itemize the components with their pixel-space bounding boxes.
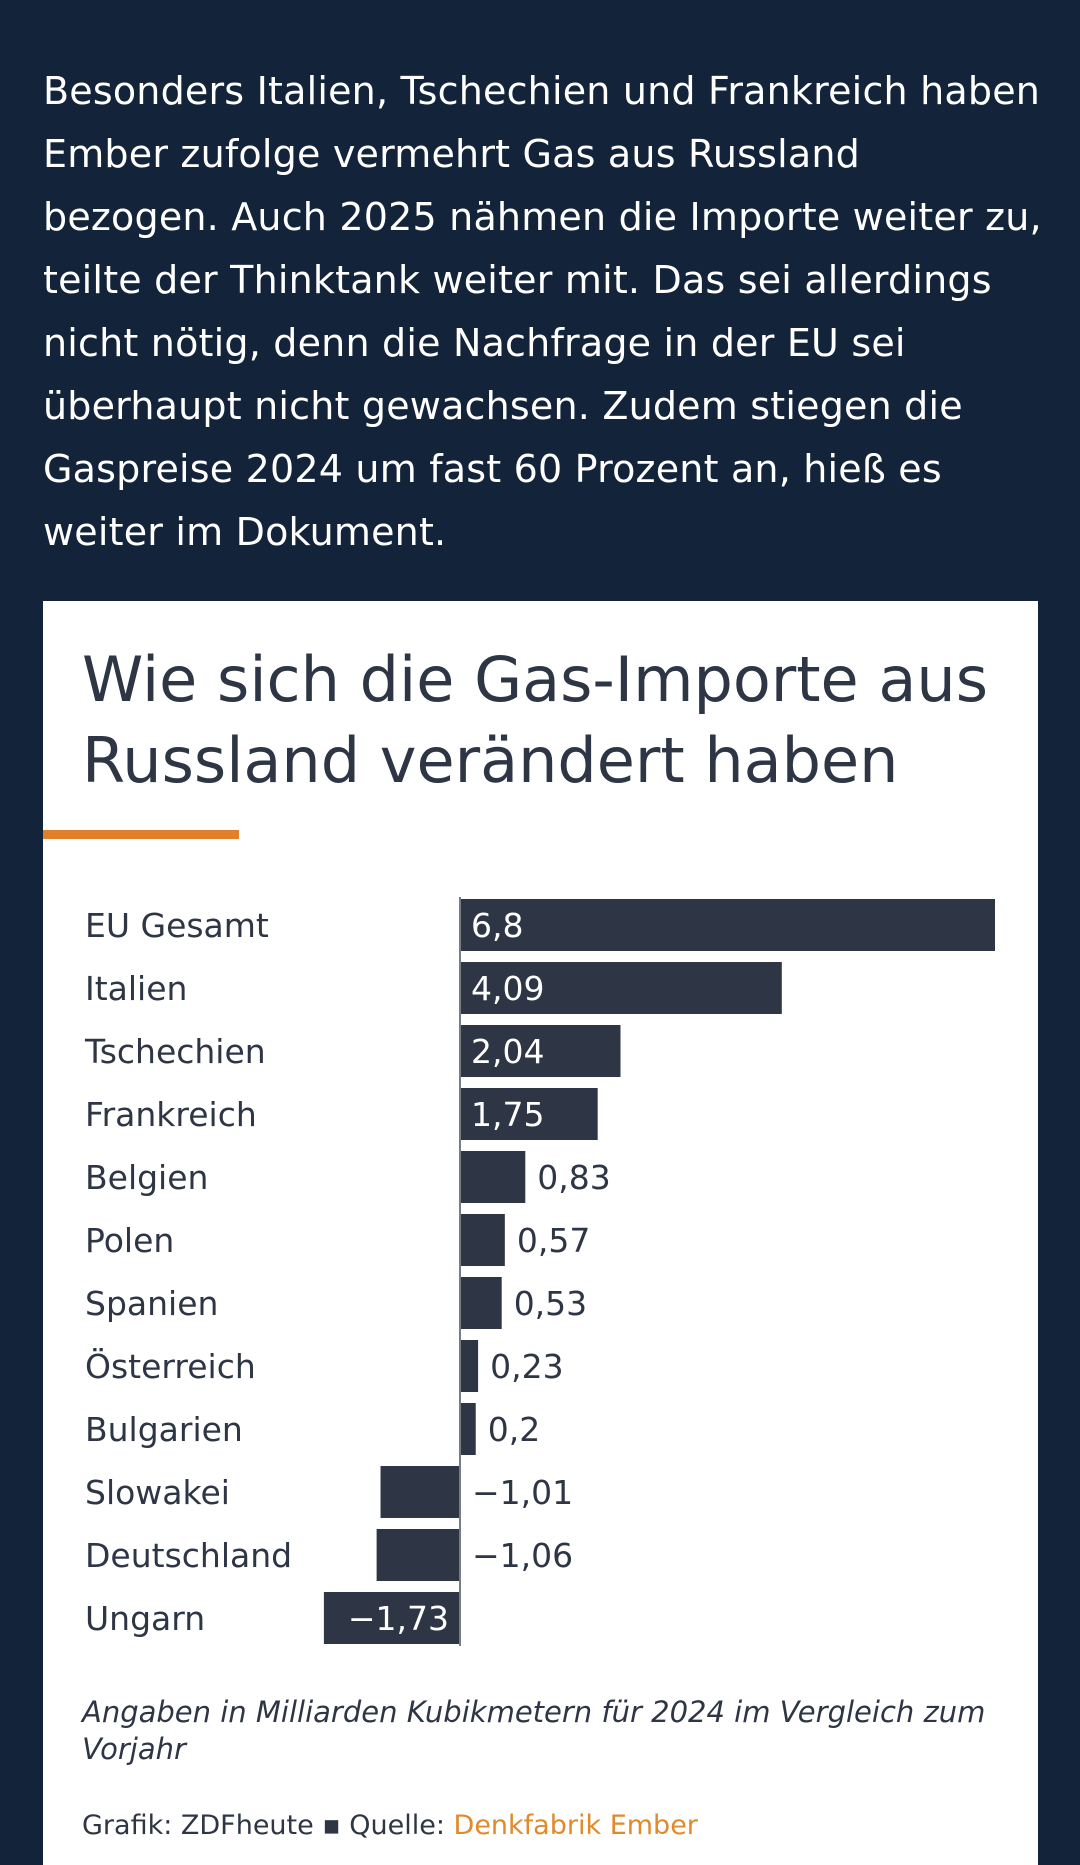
bar	[460, 1214, 505, 1266]
category-label: Tschechien	[84, 1032, 266, 1071]
bar	[323, 1592, 460, 1644]
category-label: Bulgarien	[85, 1410, 243, 1449]
value-label: −1,73	[348, 1599, 449, 1638]
category-label: Belgien	[85, 1158, 208, 1197]
category-label: Polen	[85, 1221, 174, 1260]
source-link[interactable]: Denkfabrik Ember	[453, 1810, 698, 1841]
bar	[376, 1529, 460, 1581]
credit-grafik: Grafik: ZDFheute	[82, 1810, 314, 1841]
category-label: EU Gesamt	[85, 906, 269, 945]
chart-footnote: Angaben in Milliarden Kubikmetern für 20…	[82, 1695, 986, 1766]
category-label: Ungarn	[85, 1599, 205, 1638]
category-label: Italien	[85, 969, 187, 1008]
value-label: 2,04	[471, 1032, 544, 1071]
title-accent-rule	[43, 830, 239, 839]
bar	[460, 899, 995, 951]
credit-source-label: Quelle:	[349, 1810, 445, 1841]
value-label: 0,53	[514, 1284, 587, 1323]
category-label: Slowakei	[85, 1473, 230, 1512]
value-label: 0,23	[490, 1347, 563, 1386]
value-label: 0,83	[537, 1158, 610, 1197]
category-label: Spanien	[85, 1284, 218, 1323]
value-label: 1,75	[471, 1095, 544, 1134]
chart-credits: Grafik: ZDFheute ▪ Quelle: Denkfabrik Em…	[82, 1808, 698, 1844]
bar	[460, 962, 782, 1014]
bar	[460, 1403, 476, 1455]
bar	[460, 1340, 479, 1392]
category-label: Österreich	[85, 1346, 256, 1386]
article-paragraph: Besonders Italien, Tschechien und Frankr…	[43, 69, 1042, 554]
value-label: −1,01	[472, 1473, 573, 1512]
value-label: 6,8	[471, 906, 523, 945]
credit-separator: ▪	[322, 1810, 341, 1841]
category-label: Deutschland	[85, 1536, 292, 1575]
bar	[460, 1151, 526, 1203]
value-label: −1,06	[472, 1536, 573, 1575]
value-label: 0,2	[488, 1410, 540, 1449]
bar	[460, 1277, 502, 1329]
value-label: 4,09	[471, 969, 544, 1008]
chart-card: Wie sich die Gas-Importe aus Russland ve…	[43, 601, 1038, 1865]
value-label: 0,57	[517, 1221, 590, 1260]
chart-title: Wie sich die Gas-Importe aus Russland ve…	[82, 643, 988, 797]
bar-chart: EU Gesamt 6,8 Italien 4,09 Tschechien 2,04 Fra…	[84, 897, 995, 1646]
bar	[460, 1088, 598, 1140]
bar	[460, 1025, 621, 1077]
bar	[380, 1466, 460, 1518]
category-label: Frankreich	[85, 1095, 257, 1134]
